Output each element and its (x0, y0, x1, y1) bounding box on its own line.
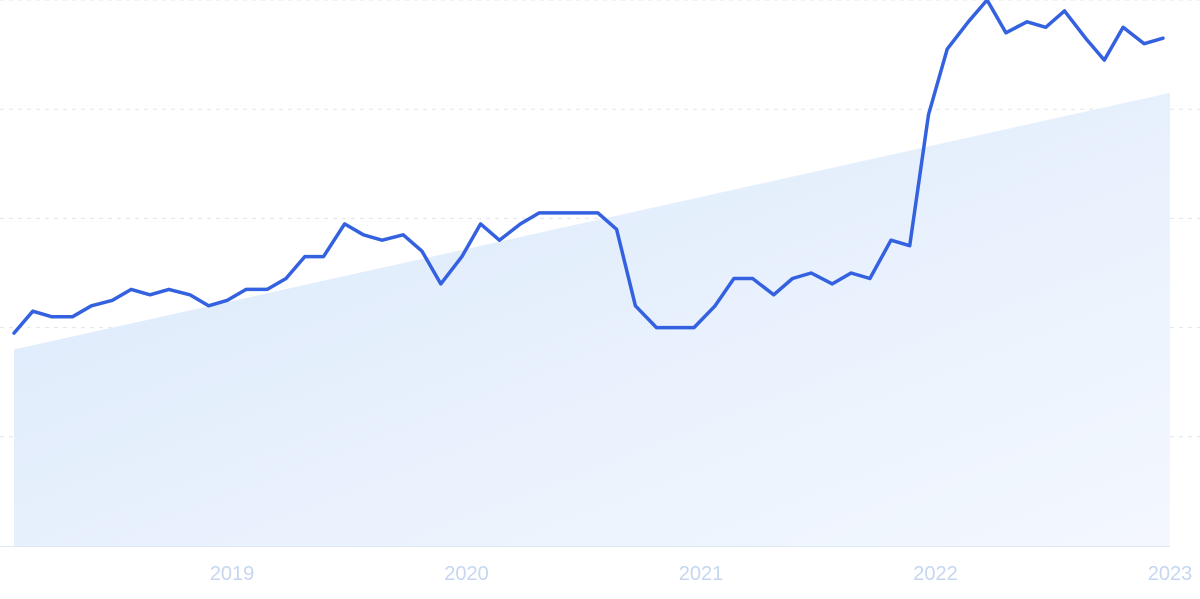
x-axis: 2019 2020 2021 2022 2023 (210, 563, 1192, 585)
trend-area (14, 92, 1170, 546)
x-tick-label: 2022 (913, 563, 958, 585)
x-tick-label: 2023 (1148, 563, 1193, 585)
x-tick-label: 2019 (210, 563, 255, 585)
x-tick-label: 2020 (444, 563, 489, 585)
series-line (12, 0, 1165, 335)
series-layer (12, 0, 1165, 335)
trend-area-layer (14, 92, 1170, 546)
x-tick-label: 2021 (679, 563, 724, 585)
